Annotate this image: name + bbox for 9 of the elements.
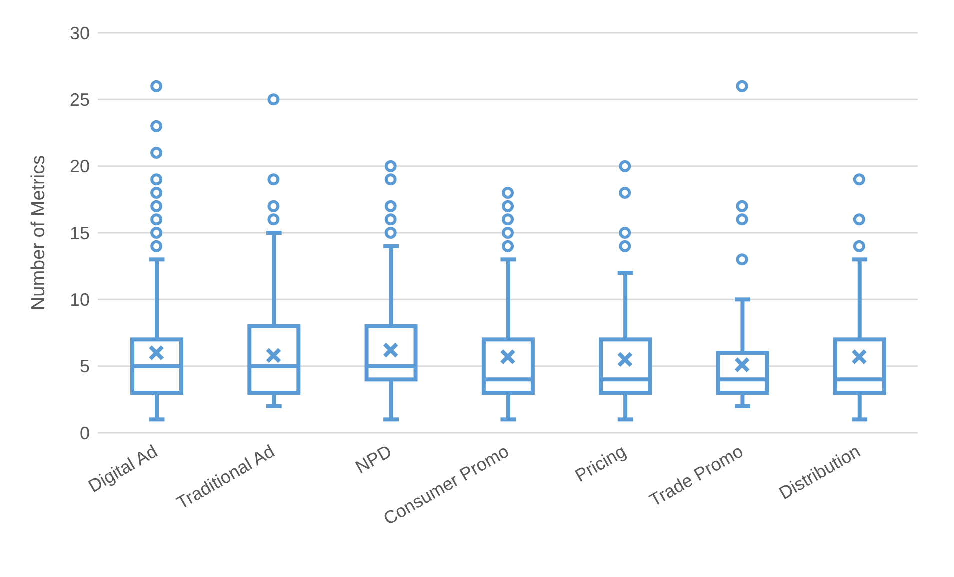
y-tick-label: 10: [70, 290, 90, 310]
y-tick-label: 20: [70, 156, 90, 177]
y-tick-label: 0: [80, 423, 90, 444]
y-tick-label: 5: [80, 356, 90, 377]
y-tick-label: 15: [70, 223, 90, 244]
x-tick-label: NPD: [352, 441, 396, 478]
y-axis-title: Number of Metrics: [28, 155, 50, 311]
y-tick-label: 30: [70, 23, 90, 44]
y-tick-label: 25: [70, 90, 90, 110]
